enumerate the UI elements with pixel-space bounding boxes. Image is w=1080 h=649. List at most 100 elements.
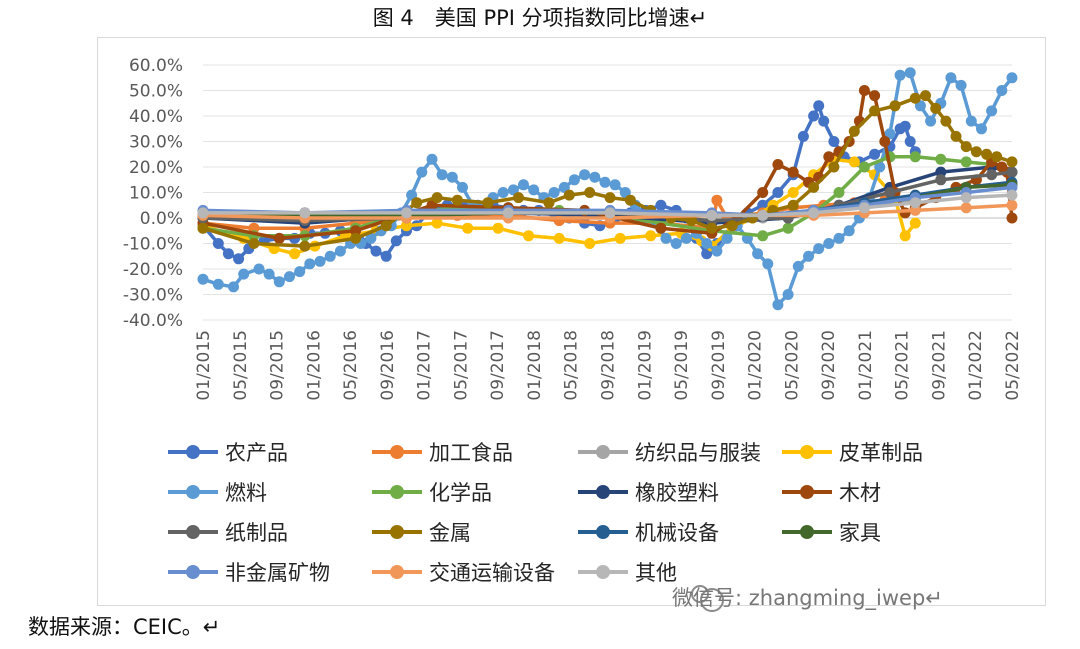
- data-point: [197, 273, 209, 285]
- data-point: [579, 169, 591, 181]
- data-point: [965, 115, 977, 127]
- data-point: [909, 204, 921, 216]
- data-point: [848, 125, 860, 137]
- data-point: [813, 100, 825, 112]
- x-tick-label: 01/2020: [746, 330, 766, 401]
- data-point: [858, 161, 870, 173]
- x-tick-label: 01/2019: [635, 330, 655, 401]
- data-point: [945, 72, 957, 84]
- data-point: [228, 281, 239, 293]
- data-point: [604, 207, 616, 219]
- data-point: [446, 171, 458, 183]
- series-line: [201, 193, 1014, 218]
- data-point: [721, 232, 733, 244]
- legend-label: 金属: [429, 521, 471, 545]
- data-point: [416, 166, 428, 178]
- data-point: [431, 192, 443, 204]
- data-point: [909, 92, 921, 104]
- data-point: [757, 230, 769, 242]
- data-point: [899, 120, 911, 132]
- legend-swatch-marker: [800, 485, 814, 499]
- data-point: [670, 238, 682, 249]
- data-point: [1006, 72, 1018, 84]
- data-point: [706, 222, 718, 234]
- data-point: [772, 187, 784, 198]
- x-tick-label: 05/2017: [451, 330, 471, 401]
- data-point: [1006, 156, 1018, 168]
- legend-label: 机械设备: [635, 521, 719, 545]
- data-point: [482, 197, 494, 209]
- data-point: [680, 232, 692, 244]
- data-point: [380, 250, 392, 262]
- legend-label: 燃料: [225, 481, 267, 505]
- data-point: [970, 146, 982, 158]
- data-point: [289, 248, 301, 260]
- x-tick-label: 05/2021: [893, 330, 913, 401]
- data-point: [299, 207, 311, 219]
- x-tick-label: 09/2015: [268, 330, 288, 401]
- data-point: [197, 207, 209, 219]
- data-point: [706, 209, 718, 221]
- data-point: [1006, 166, 1018, 178]
- data-point: [920, 90, 931, 102]
- legend-label: 交通运输设备: [429, 561, 555, 585]
- data-point: [940, 115, 952, 127]
- data-point: [660, 232, 672, 244]
- y-tick-label: -20.0%: [123, 260, 183, 280]
- data-point: [614, 232, 626, 244]
- x-tick-label: 01/2016: [304, 330, 324, 401]
- wechat-icon-small: [691, 585, 709, 603]
- figure-title: 图 4 美国 PPI 分项指数同比增速↵: [372, 6, 708, 30]
- legend-swatch-marker: [186, 565, 200, 579]
- data-point: [858, 85, 870, 96]
- data-point: [563, 189, 575, 201]
- data-point: [253, 263, 265, 275]
- x-tick-label: 01/2018: [525, 330, 545, 401]
- data-point: [925, 115, 937, 127]
- data-point: [212, 278, 224, 290]
- y-tick-label: 20.0%: [129, 158, 183, 178]
- data-point: [584, 187, 596, 198]
- x-tick-label: 09/2021: [929, 330, 949, 401]
- x-tick-label: 01/2021: [856, 330, 876, 401]
- data-point: [782, 289, 794, 300]
- data-point: [828, 136, 840, 147]
- data-point: [624, 194, 636, 206]
- data-point: [904, 67, 916, 79]
- data-point: [869, 148, 881, 160]
- data-point: [757, 209, 769, 221]
- data-point: [833, 187, 845, 198]
- data-point: [365, 232, 377, 244]
- legend-swatch-marker: [390, 485, 404, 499]
- legend-swatch-marker: [390, 445, 404, 459]
- data-point: [299, 240, 311, 252]
- data-point: [334, 245, 346, 257]
- data-point: [869, 90, 881, 102]
- x-tick-label: 05/2018: [562, 330, 582, 401]
- data-point: [797, 130, 809, 142]
- y-tick-label: 30.0%: [129, 133, 183, 153]
- legend-swatch-marker: [596, 445, 610, 459]
- legend-swatch-marker: [800, 525, 814, 539]
- data-point: [248, 222, 260, 234]
- data-point: [304, 258, 316, 270]
- y-tick-label: 40.0%: [129, 107, 183, 127]
- data-point: [248, 238, 260, 249]
- legend-label: 非金属矿物: [225, 561, 330, 585]
- data-point: [904, 136, 916, 147]
- x-tick-label: 05/2020: [782, 330, 802, 401]
- data-point: [935, 153, 947, 165]
- data-point: [273, 232, 285, 244]
- data-point: [772, 299, 784, 311]
- x-tick-label: 09/2019: [709, 330, 729, 401]
- data-point: [599, 176, 611, 188]
- data-point: [869, 105, 881, 117]
- data-point: [813, 243, 825, 255]
- wechat-icon: [700, 588, 724, 612]
- legend-swatch-marker: [186, 485, 200, 499]
- data-point: [523, 230, 535, 242]
- data-point: [609, 179, 621, 191]
- data-point: [752, 248, 764, 260]
- data-point: [894, 69, 906, 81]
- data-point: [843, 225, 855, 237]
